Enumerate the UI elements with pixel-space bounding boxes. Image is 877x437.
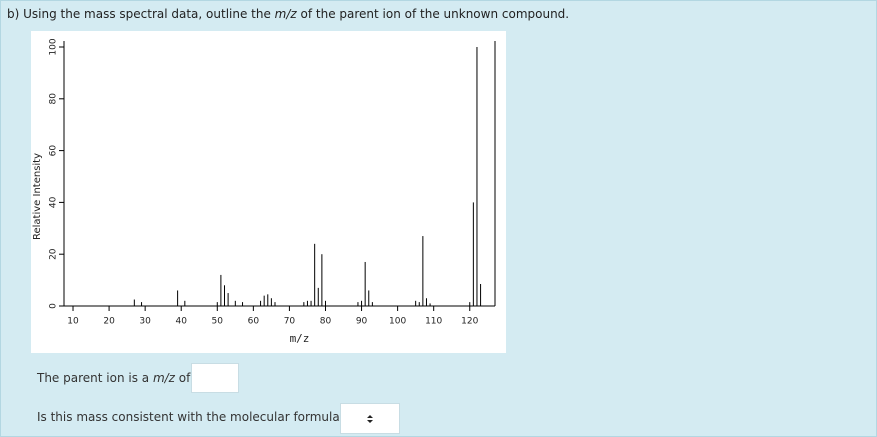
text: of the parent ion of the unknown compoun… bbox=[296, 7, 570, 21]
y-tick-label: 20 bbox=[49, 248, 59, 260]
x-tick-label: 90 bbox=[356, 317, 368, 327]
x-tick-label: 40 bbox=[175, 317, 187, 327]
consistency-prompt: Is this mass consistent with the molecul… bbox=[37, 410, 347, 424]
y-tick-label: 60 bbox=[49, 145, 59, 157]
y-tick-label: 40 bbox=[49, 196, 59, 208]
answer-prompt: The parent ion is a m/z of bbox=[37, 371, 190, 385]
question-text: b) Using the mass spectral data, outline… bbox=[7, 7, 569, 21]
x-tick-label: 20 bbox=[103, 317, 115, 327]
answer-input[interactable] bbox=[191, 363, 239, 393]
y-axis-label: Relative Intensity bbox=[32, 153, 43, 240]
x-tick-label: 70 bbox=[284, 317, 296, 327]
text: m/z bbox=[152, 371, 175, 385]
x-tick-label: 80 bbox=[320, 317, 332, 327]
select-arrow bbox=[367, 415, 373, 423]
text: The parent ion is a bbox=[37, 371, 153, 385]
x-tick-label: 110 bbox=[425, 317, 442, 327]
x-tick-label: 60 bbox=[248, 317, 260, 327]
x-tick-label: 10 bbox=[67, 317, 79, 327]
y-tick-label: 100 bbox=[49, 38, 59, 55]
y-tick-label: 80 bbox=[49, 93, 59, 105]
text: b) Using the mass spectral data, outline… bbox=[7, 7, 275, 21]
text: m/z bbox=[274, 7, 297, 21]
x-tick-label: 30 bbox=[139, 317, 151, 327]
mass-spectrum: 0 20 40 60 80 100 10 20 30 40 50 60 70 80 90 100 110 120 m… bbox=[31, 31, 506, 353]
x-tick-label: 100 bbox=[389, 317, 406, 327]
text: of bbox=[174, 371, 191, 385]
x-tick-label: 50 bbox=[212, 317, 224, 327]
x-axis-label: m/z bbox=[290, 332, 310, 345]
answer-select[interactable] bbox=[340, 403, 400, 434]
x-tick-label: 120 bbox=[461, 317, 478, 327]
y-tick-label: 0 bbox=[49, 303, 59, 309]
